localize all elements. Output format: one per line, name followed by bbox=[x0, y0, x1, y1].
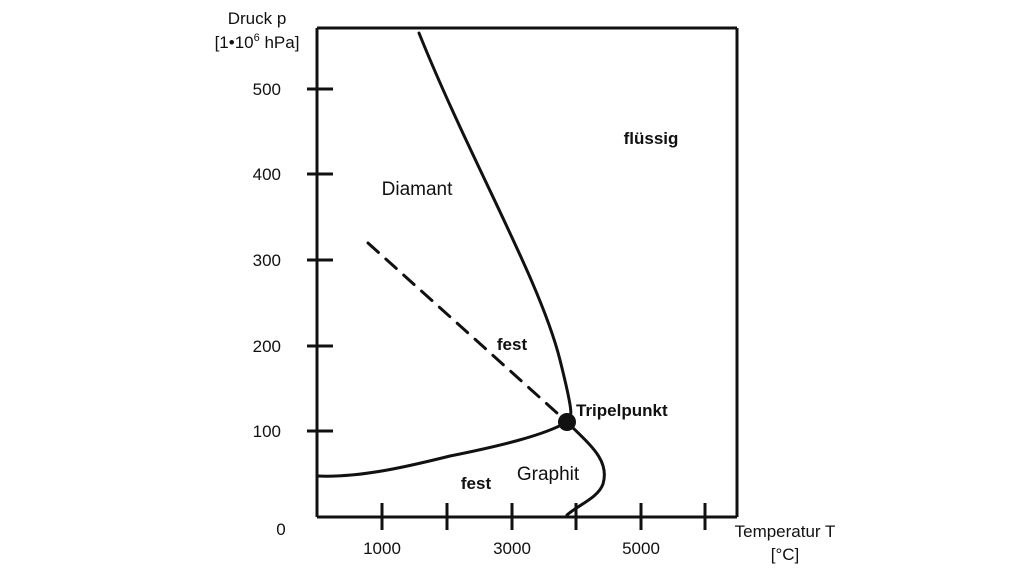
region-fest-upper-label: fest bbox=[497, 335, 528, 354]
origin-label: 0 bbox=[276, 520, 285, 539]
y-tick-label-500: 500 bbox=[253, 80, 281, 99]
y-tick-label-400: 400 bbox=[253, 165, 281, 184]
y-tick-label-300: 300 bbox=[253, 251, 281, 270]
y-tick-label-200: 200 bbox=[253, 337, 281, 356]
region-fluessig-label: flüssig bbox=[624, 129, 679, 148]
diamond-liquid-boundary bbox=[417, 31, 573, 424]
y-axis-unit-suffix: hPa] bbox=[260, 33, 300, 52]
region-diamant-label: Diamant bbox=[382, 179, 453, 200]
x-tick-label-3000: 3000 bbox=[493, 539, 531, 558]
x-axis-label-line1: Temperatur T bbox=[735, 522, 836, 541]
region-fest-lower-label: fest bbox=[461, 474, 492, 493]
triple-point-marker bbox=[558, 413, 576, 431]
y-axis-unit-prefix: [1•10 bbox=[215, 33, 254, 52]
x-axis-label-line2: [°C] bbox=[771, 545, 800, 564]
y-axis-label-line1: Druck p bbox=[228, 9, 287, 28]
region-graphit-label: Graphit bbox=[517, 464, 580, 485]
graphite-diamond-boundary bbox=[315, 420, 569, 478]
triple-point-label: Tripelpunkt bbox=[576, 401, 668, 420]
x-tick-label-1000: 1000 bbox=[363, 539, 401, 558]
y-axis-unit-exponent: 6 bbox=[254, 32, 260, 44]
diamond-graphite-metastable-line bbox=[366, 241, 569, 424]
y-axis-label-line2: [1•106 hPa] bbox=[215, 32, 300, 52]
x-tick-label-5000: 5000 bbox=[622, 539, 660, 558]
graphite-liquid-boundary bbox=[565, 420, 606, 517]
y-tick-label-100: 100 bbox=[253, 422, 281, 441]
